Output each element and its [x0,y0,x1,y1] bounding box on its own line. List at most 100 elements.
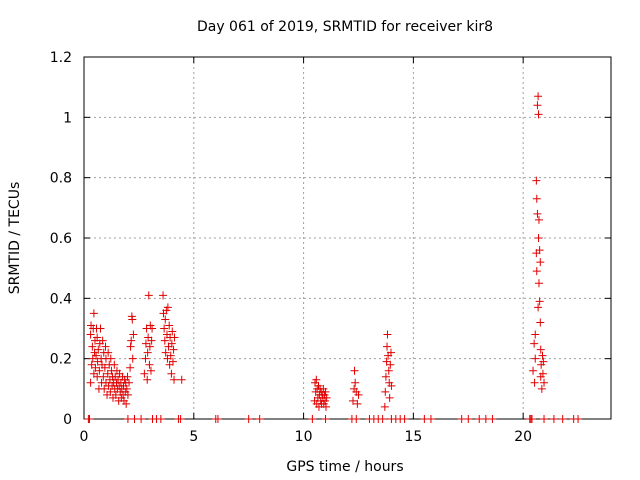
data-point [88,342,97,351]
data-point [539,357,548,366]
data-point [533,209,542,218]
data-point [147,336,156,345]
data-point [538,351,547,360]
data-point [168,327,177,336]
data-point [213,415,222,423]
data-point [156,415,165,423]
data-point [165,321,174,330]
data-point [167,339,176,348]
data-point [534,110,543,119]
data-point [534,279,543,288]
data-point [532,267,541,276]
data-point [383,342,392,351]
data-point [128,315,137,324]
data-point [125,378,134,387]
data-point [530,339,539,348]
data-point [534,215,543,224]
data-point [122,399,131,408]
data-point [145,360,154,369]
data-point [558,415,567,423]
data-point [170,375,179,384]
data-point [383,330,392,339]
data-point [381,372,390,381]
data-point [111,390,120,399]
data-point [129,330,138,339]
data-point [85,415,94,423]
data-point [110,360,119,369]
data-point [177,375,186,384]
data-point [93,333,102,342]
data-point [95,366,104,375]
data-point [163,303,172,312]
data-point [127,336,136,345]
data-point [540,415,549,423]
data-point [321,415,330,423]
data-point [348,396,357,405]
data-point [86,378,95,387]
data-point [464,415,473,423]
data-points [84,92,583,423]
data-point [537,384,546,393]
data-point [308,415,317,423]
data-point [126,342,135,351]
data-point [529,366,538,375]
data-point [381,387,390,396]
data-point [540,378,549,387]
x-tick-label: 20 [514,429,532,445]
y-tick-label: 0.2 [50,352,72,368]
data-point [535,246,544,255]
data-point [137,415,146,423]
x-tick-label: 5 [189,429,198,445]
data-point [143,348,152,357]
data-point [144,291,153,300]
data-point [148,324,157,333]
data-point [536,345,545,354]
data-point [244,415,253,423]
data-point [351,378,360,387]
data-point [378,415,387,423]
data-point [145,342,154,351]
data-point [92,351,101,360]
data-point [166,351,175,360]
data-point [387,381,396,390]
data-point [106,387,115,396]
data-point [531,330,540,339]
data-point [384,366,393,375]
y-axis-label: SRMTID / TECUs [7,182,23,295]
data-point [530,378,539,387]
data-point [386,348,395,357]
data-point [141,354,150,363]
data-point [549,415,558,423]
data-point [536,258,545,267]
data-point [94,345,103,354]
data-point [350,366,359,375]
data-point [385,393,394,402]
data-point [354,390,363,399]
data-point [161,348,170,357]
grid [84,57,611,419]
data-point [400,415,409,423]
y-tick-label: 0 [63,412,72,428]
data-point [312,375,321,384]
data-point [533,101,542,110]
x-tick-label: 10 [295,429,313,445]
data-point [532,194,541,203]
data-point [386,360,395,369]
data-point [176,415,185,423]
data-point [488,415,497,423]
data-point [101,342,110,351]
data-point [534,234,543,242]
data-point [86,330,95,339]
data-point [96,324,105,333]
data-point [160,324,169,333]
chart-title: Day 061 of 2019, SRMTID for receiver kir… [197,19,493,35]
data-point [106,354,115,363]
x-tick-label: 0 [80,429,89,445]
data-point [160,336,169,345]
data-point [128,354,137,363]
data-point [126,363,135,372]
data-point [321,402,330,411]
data-point [353,399,362,408]
data-point [122,384,131,393]
